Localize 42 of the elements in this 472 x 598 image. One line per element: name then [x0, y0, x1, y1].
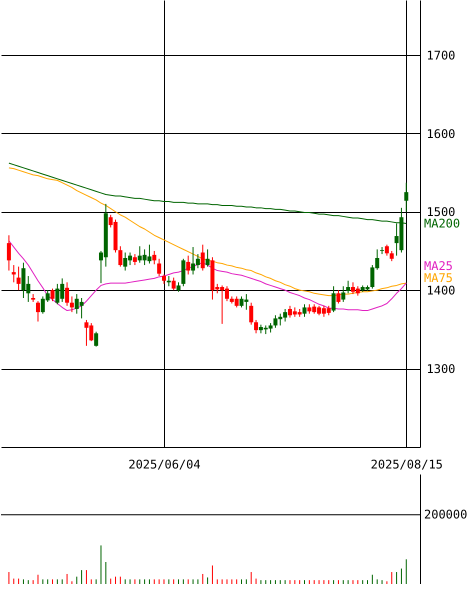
candlestick: [254, 319, 258, 334]
candlestick: [186, 255, 190, 275]
candlestick: [404, 182, 408, 212]
series-label: MA75: [424, 271, 453, 286]
y-tick-label: 1700: [426, 48, 456, 62]
candlestick: [172, 277, 176, 291]
candlestick: [16, 266, 21, 291]
candlestick: [249, 302, 254, 326]
candlestick: [176, 282, 181, 292]
candlestick: [118, 246, 122, 268]
candlestick: [390, 250, 394, 262]
candlestick: [166, 276, 171, 287]
candlestick: [157, 258, 162, 277]
candlestick: [162, 274, 166, 284]
candlestick: [6, 234, 11, 272]
candlestick: [332, 286, 336, 313]
candlestick: [181, 258, 186, 287]
candlestick: [12, 264, 16, 283]
candlestick: [346, 280, 350, 294]
candlestick: [132, 254, 137, 266]
y-tick-label: 1400: [426, 284, 456, 298]
y-tick-label: 1600: [426, 126, 456, 141]
candlestick: [65, 282, 70, 306]
candlestick: [384, 244, 389, 256]
line-series: [8, 240, 407, 312]
x-tick-label: 2025/08/15: [370, 458, 443, 472]
x-tick-label: 2025/06/04: [128, 458, 201, 472]
y-tick-label: 1500: [426, 205, 456, 220]
candlestick: [50, 288, 55, 302]
candlestick: [336, 290, 340, 304]
series-label: MA200: [424, 216, 460, 230]
candlestick: [341, 286, 346, 302]
y-tick-label: 1300: [426, 362, 456, 376]
candlestick: [70, 296, 74, 313]
series-label: MA25: [424, 259, 453, 274]
candlestick: [200, 244, 205, 272]
candlestick: [36, 300, 40, 322]
candlestick: [206, 248, 210, 268]
candlestick: [94, 331, 98, 348]
candlestick: [152, 250, 156, 265]
candlestick: [302, 304, 307, 318]
text: 200000: [424, 508, 468, 522]
